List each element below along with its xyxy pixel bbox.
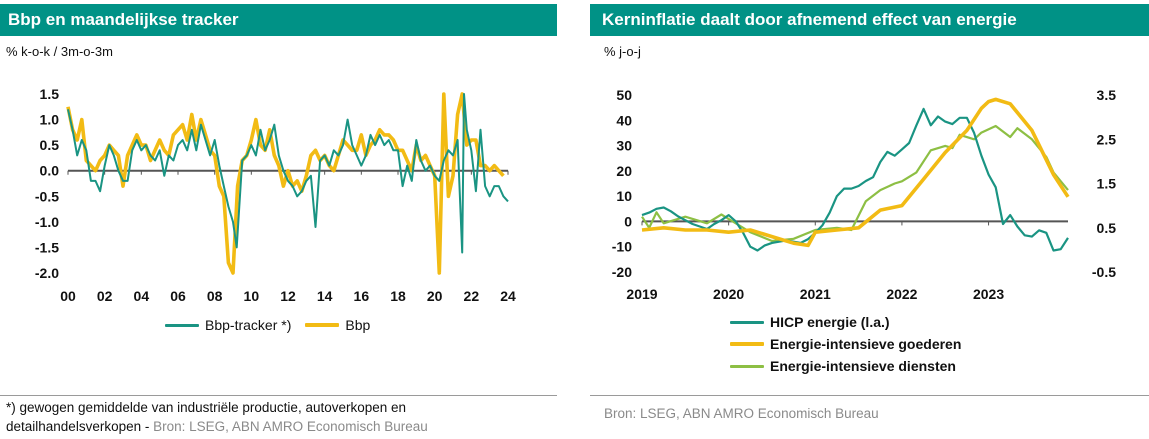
x-tick-label: 14 <box>317 288 333 304</box>
y-tick-label: -1.5 <box>35 239 59 255</box>
x-tick-label: 20 <box>427 288 443 304</box>
x-tick-label: 16 <box>354 288 370 304</box>
left-axis-tick-label: -10 <box>612 239 632 255</box>
y-tick-label: -0.5 <box>35 188 59 204</box>
x-tick-label: 08 <box>207 288 223 304</box>
right-axis-tick-label: 2.5 <box>1097 131 1117 147</box>
x-tick-label: 22 <box>464 288 480 304</box>
x-tick-label: 00 <box>60 288 76 304</box>
right-axis-tick-label: 1.5 <box>1097 176 1117 192</box>
x-tick-label: 2019 <box>626 286 657 302</box>
y-tick-label: 1.5 <box>40 86 60 102</box>
legend-swatch-energie-diensten <box>730 364 764 368</box>
series-line-hicp-energie-l-a <box>641 107 1069 252</box>
y-tick-label: 0.0 <box>40 163 60 179</box>
legend-label-bbp: Bbp <box>345 317 371 333</box>
left-axis-tick-label: 20 <box>616 163 632 179</box>
footnote-line-1: *) gewogen gemiddelde van industriële pr… <box>6 400 407 415</box>
right-chart-panel: Kerninflatie daalt door afnemend effect … <box>590 0 1149 439</box>
right-axis-tick-label: -0.5 <box>1092 264 1116 280</box>
left-chart-panel: Bbp en maandelijkse tracker % k-o-k / 3m… <box>0 0 557 439</box>
legend-label-energie-diensten: Energie-intensieve diensten <box>770 358 956 374</box>
legend-swatch-bbp-tracker <box>165 323 199 327</box>
legend-item-bbp: Bbp <box>305 314 370 336</box>
left-axis-tick-label: 0 <box>624 213 632 229</box>
legend-label-energie-goederen: Energie-intensieve goederen <box>770 336 962 352</box>
right-source-divider <box>590 395 1149 396</box>
left-axis-tick-label: 50 <box>616 87 632 103</box>
x-tick-label: 04 <box>134 288 150 304</box>
x-tick-label: 06 <box>170 288 186 304</box>
right-chart-legend: HICP energie (l.a.) Energie-intensieve g… <box>730 311 961 377</box>
legend-swatch-hicp-energie <box>730 320 764 324</box>
right-chart-title: Kerninflatie daalt door afnemend effect … <box>590 4 1149 36</box>
legend-swatch-energie-goederen <box>730 342 764 346</box>
x-tick-label: 2022 <box>886 286 917 302</box>
left-chart-title: Bbp en maandelijkse tracker <box>0 4 557 36</box>
x-tick-label: 2020 <box>713 286 744 302</box>
legend-label-hicp-energie: HICP energie (l.a.) <box>770 314 890 330</box>
y-tick-label: -1.0 <box>35 214 59 230</box>
x-tick-label: 10 <box>244 288 260 304</box>
left-footnote: *) gewogen gemiddelde van industriële pr… <box>6 398 428 436</box>
y-tick-label: -2.0 <box>35 265 59 281</box>
left-axis-tick-label: 40 <box>616 112 632 128</box>
left-footnote-divider <box>0 395 557 396</box>
series-line-energie-intensieve-diensten <box>641 124 1069 243</box>
right-unit-label: % j-o-j <box>604 44 641 59</box>
x-tick-label: 02 <box>97 288 113 304</box>
x-tick-label: 18 <box>390 288 406 304</box>
x-tick-label: 12 <box>280 288 296 304</box>
y-tick-label: 1.0 <box>40 112 60 128</box>
legend-label-bbp-tracker: Bbp-tracker *) <box>205 317 292 333</box>
x-tick-label: 24 <box>500 288 516 304</box>
right-axis-tick-label: 3.5 <box>1097 87 1117 103</box>
right-chart-plot: 50 40 30 20 10 0 -10 -20 3.5 2.5 1.5 0.5 -0.5 2019 202… <box>612 87 1117 302</box>
legend-item-energie-goederen: Energie-intensieve goederen <box>730 333 961 355</box>
left-source: Bron: LSEG, ABN AMRO Economisch Bureau <box>153 419 428 434</box>
series-line-bbp <box>66 92 505 275</box>
footnote-line-2: detailhandelsverkopen - <box>6 419 154 434</box>
left-axis-tick-label: 30 <box>616 138 632 154</box>
left-axis-tick-label: 10 <box>616 188 632 204</box>
right-axis-tick-label: 0.5 <box>1097 220 1117 236</box>
y-tick-label: 0.5 <box>40 137 60 153</box>
series-line-bbp-tracker <box>67 93 509 254</box>
legend-swatch-bbp <box>305 323 340 327</box>
legend-item-hicp-energie: HICP energie (l.a.) <box>730 311 961 333</box>
x-tick-label: 2023 <box>973 286 1004 302</box>
series-line-energie-intensieve-goederen <box>641 97 1070 248</box>
left-chart-legend: Bbp-tracker *) Bbp <box>165 314 370 336</box>
right-source: Bron: LSEG, ABN AMRO Economisch Bureau <box>604 406 879 421</box>
legend-item-energie-diensten: Energie-intensieve diensten <box>730 355 961 377</box>
legend-item-bbp-tracker: Bbp-tracker *) <box>165 314 291 336</box>
left-chart-plot: 1.5 1.0 0.5 0.0 -0.5 -1.0 -1.5 -2.000 02 04 06 08 10… <box>35 86 516 304</box>
left-axis-tick-label: -20 <box>612 264 632 280</box>
x-tick-label: 2021 <box>800 286 831 302</box>
left-unit-label: % k-o-k / 3m-o-3m <box>6 44 113 59</box>
